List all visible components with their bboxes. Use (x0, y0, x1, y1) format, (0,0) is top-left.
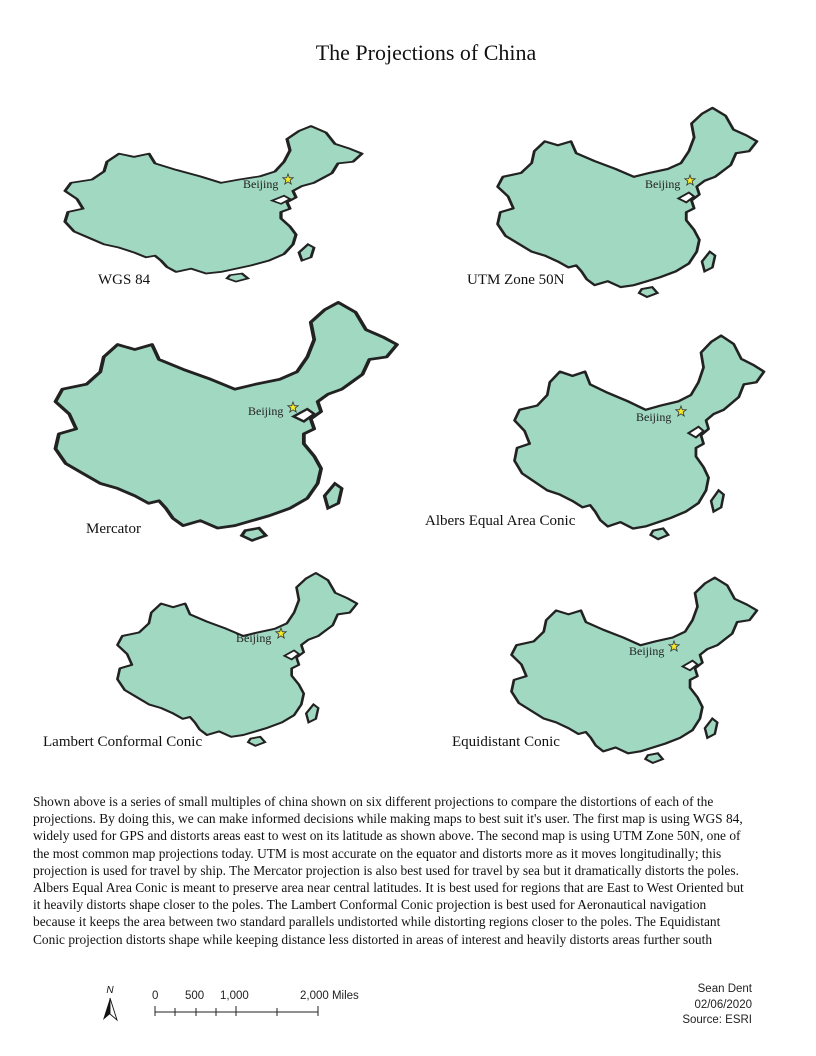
beijing-marker (683, 173, 697, 186)
scale-bar: N 0 500 1,000 2,000 Miles (103, 985, 359, 1022)
beijing-marker (286, 400, 300, 413)
map-panels: Beijing Beijing Beijing Beijing Beijing (53, 106, 766, 765)
map-wgs84 (63, 124, 364, 284)
beijing-marker (667, 639, 681, 652)
projection-label-albers: Albers Equal Area Conic (425, 513, 576, 529)
projection-label-lambert: Lambert Conformal Conic (43, 734, 203, 750)
credits: Sean Dent 02/06/2020 Source: ESRI (682, 982, 752, 1029)
beijing-marker (674, 404, 688, 417)
map-utm-50n (496, 106, 759, 299)
scale-label: 0 (152, 990, 158, 1002)
projection-label-mercator: Mercator (86, 521, 141, 537)
map-title: The Projections of China (315, 40, 537, 65)
north-arrow-icon: N (103, 985, 118, 1022)
projection-label-equidistant: Equidistant Conic (452, 734, 560, 750)
scale-label: 1,000 (220, 990, 249, 1002)
beijing-label: Beijing (248, 404, 283, 418)
beijing-label: Beijing (629, 644, 664, 658)
scale-label: 2,000 Miles (300, 990, 359, 1002)
beijing-label: Beijing (236, 631, 271, 645)
map-date: 02/06/2020 (694, 998, 752, 1011)
map-albers (513, 334, 766, 541)
scale-label: 500 (185, 990, 204, 1002)
projection-label-utm: UTM Zone 50N (467, 272, 565, 288)
beijing-marker (274, 626, 288, 639)
author-name: Sean Dent (697, 983, 752, 995)
beijing-label: Beijing (243, 177, 278, 191)
beijing-marker (281, 172, 295, 185)
map-lambert (116, 571, 359, 748)
beijing-label: Beijing (645, 177, 680, 191)
description-paragraph: Shown above is a series of small multipl… (33, 794, 744, 947)
map-mercator (53, 300, 399, 543)
data-source: Source: ESRI (682, 1014, 752, 1026)
north-label: N (106, 985, 114, 996)
beijing-label: Beijing (636, 410, 671, 424)
projection-label-wgs84: WGS 84 (98, 272, 151, 288)
